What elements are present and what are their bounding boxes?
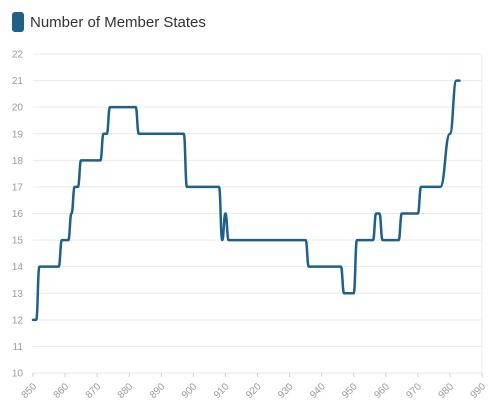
- y-tick-label: 18: [12, 156, 24, 167]
- x-tick-label: 940: [308, 381, 328, 400]
- y-tick-label: 11: [13, 342, 24, 353]
- y-tick-label: 20: [12, 103, 24, 114]
- y-tick-label: 22: [12, 50, 24, 61]
- x-tick-label: 930: [276, 381, 296, 400]
- y-tick-label: 12: [12, 315, 24, 326]
- x-tick-label: 980: [436, 381, 456, 400]
- series-line: [31, 79, 461, 322]
- y-tick-label: 10: [12, 369, 24, 380]
- y-tick-label: 17: [12, 182, 24, 193]
- x-tick-label: 860: [52, 381, 72, 400]
- x-tick-label: 870: [84, 381, 104, 400]
- x-tick-label: 900: [180, 381, 200, 400]
- x-tick-label: 910: [212, 381, 232, 400]
- x-tick-label: 850: [20, 381, 40, 400]
- legend-label: Number of Member States: [30, 13, 206, 31]
- x-tick-label: 890: [148, 381, 168, 400]
- y-tick-label: 14: [12, 262, 24, 273]
- x-tick-label: 950: [340, 381, 360, 400]
- x-tick-label: 920: [244, 381, 264, 400]
- x-tick-label: 960: [372, 381, 392, 400]
- y-tick-label: 15: [12, 236, 24, 247]
- x-tick-label: 970: [404, 381, 424, 400]
- legend[interactable]: Number of Member States: [12, 12, 206, 32]
- x-tick-label: 880: [116, 381, 136, 400]
- y-tick-label: 21: [12, 76, 24, 87]
- x-tick-label: 990: [469, 381, 489, 400]
- y-tick-label: 19: [12, 129, 24, 140]
- legend-swatch: [12, 12, 24, 32]
- y-tick-label: 13: [12, 289, 24, 300]
- y-tick-label: 16: [12, 209, 24, 220]
